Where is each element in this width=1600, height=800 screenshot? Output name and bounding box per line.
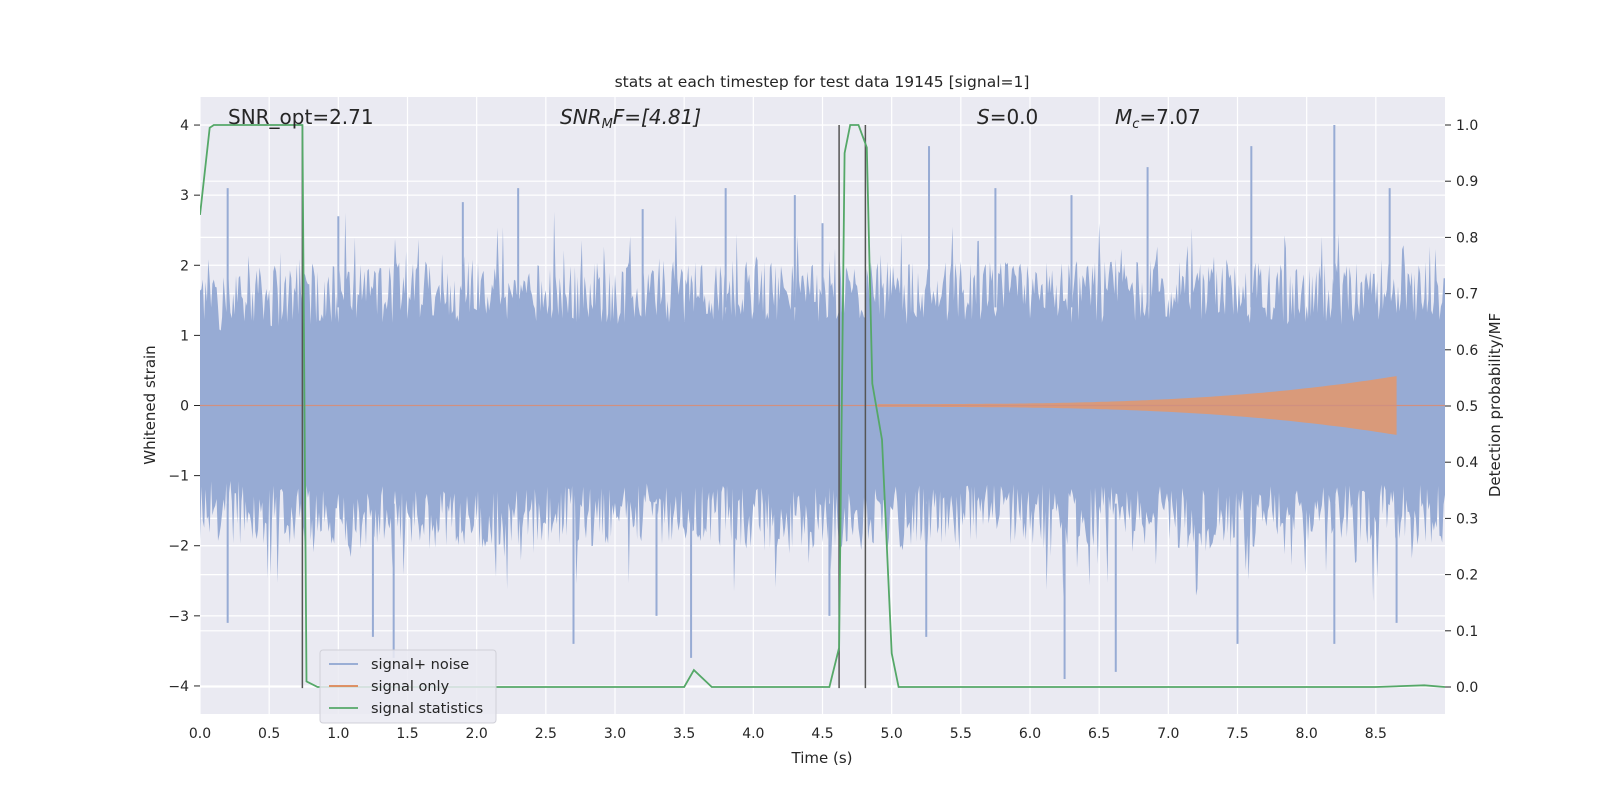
x-tick-label: 3.5 <box>673 726 695 742</box>
chart-title: stats at each timestep for test data 191… <box>615 73 1030 91</box>
x-tick-label: 6.5 <box>1088 726 1110 742</box>
right-y-tick-label: 0.1 <box>1456 624 1478 640</box>
legend-label-signal-statistics: signal statistics <box>371 701 483 717</box>
right-y-tick-label: 0.9 <box>1456 174 1478 190</box>
right-y-tick-label: 1.0 <box>1456 118 1478 134</box>
x-tick-label: 4.0 <box>742 726 764 742</box>
left-y-tick-label: −2 <box>168 539 189 555</box>
x-tick-label: 8.0 <box>1296 726 1318 742</box>
x-tick-label: 1.5 <box>396 726 418 742</box>
legend-box <box>319 649 497 724</box>
right-y-tick-label: 0.0 <box>1456 680 1478 696</box>
left-y-tick-label: 1 <box>180 328 189 344</box>
x-tick-label: 7.5 <box>1226 726 1248 742</box>
x-tick-label: 3.0 <box>604 726 626 742</box>
legend-label-signal-noise: signal+ noise <box>371 657 469 673</box>
x-tick-label: 5.5 <box>950 726 972 742</box>
left-y-tick-label: 2 <box>180 258 189 274</box>
left-y-tick-label: −3 <box>168 609 189 625</box>
x-axis-title: Time (s) <box>791 749 853 767</box>
x-tick-label: 6.0 <box>1019 726 1041 742</box>
x-tick-label: 1.0 <box>327 726 349 742</box>
s-value: =0.0 <box>990 105 1039 129</box>
mc-subscript: c <box>1132 117 1139 132</box>
right-y-tick-label: 0.2 <box>1456 568 1478 584</box>
legend-label-signal-only: signal only <box>371 679 450 695</box>
x-tick-label: 4.5 <box>811 726 833 742</box>
left-y-tick-label: −4 <box>168 679 189 695</box>
x-tick-label: 2.5 <box>535 726 557 742</box>
right-y-tick-label: 0.7 <box>1456 287 1478 303</box>
mc-annotation: Mc=7.07 <box>1115 105 1201 132</box>
snr-mf-subscript: M <box>602 117 613 132</box>
x-axis-ticks: 0.0 0.5 1.0 1.5 2.0 2.5 3.0 3.5 4.0 4.5 5.0 5.5 6.0 6… <box>189 726 1387 742</box>
right-y-tick-label: 0.3 <box>1456 511 1478 527</box>
mc-value: =7.07 <box>1139 105 1200 129</box>
right-y-axis-ticks: 1.0 0.9 0.8 0.7 0.6 0.5 0.4 0.3 0.2 0.1 0.0 <box>1445 118 1478 696</box>
x-tick-label: 5.0 <box>881 726 903 742</box>
right-y-axis-title: Detection probability/MF <box>1486 313 1504 497</box>
right-y-tick-label: 0.6 <box>1456 343 1478 359</box>
left-y-tick-label: 0 <box>180 399 189 415</box>
x-tick-label: 2.0 <box>466 726 488 742</box>
snr-opt-annotation: SNR_opt=2.71 <box>228 105 374 129</box>
s-annotation: S=0.0 <box>977 105 1038 129</box>
x-tick-label: 0.5 <box>258 726 280 742</box>
left-y-tick-label: 4 <box>180 118 189 134</box>
legend: signal+ noise signal only signal statist… <box>319 649 497 724</box>
left-y-axis-title: Whitened strain <box>141 345 159 464</box>
signal-noise-spikes <box>226 125 1398 679</box>
right-y-tick-label: 0.8 <box>1456 230 1478 246</box>
snr-mf-annotation: SNRMF=[4.81] <box>560 105 701 132</box>
x-tick-label: 0.0 <box>189 726 211 742</box>
left-y-tick-label: 3 <box>180 188 189 204</box>
right-y-tick-label: 0.5 <box>1456 399 1478 415</box>
mc-symbol: M <box>1115 105 1132 129</box>
x-tick-label: 7.0 <box>1157 726 1179 742</box>
left-y-tick-label: −1 <box>168 469 189 485</box>
right-y-tick-label: 0.4 <box>1456 455 1478 471</box>
signal-noise-band <box>200 211 1445 602</box>
snr-mf-symbol: SNR <box>560 105 602 129</box>
s-symbol: S <box>977 105 990 129</box>
signal-statistics-line <box>200 124 1445 688</box>
left-y-axis-ticks: 4 3 2 1 0 −1 −2 −3 −4 <box>168 118 200 695</box>
x-tick-label: 8.5 <box>1365 726 1387 742</box>
snr-mf-value: F=[4.81] <box>613 105 701 129</box>
